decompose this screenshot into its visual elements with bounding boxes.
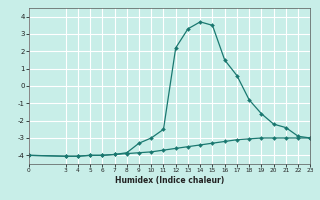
X-axis label: Humidex (Indice chaleur): Humidex (Indice chaleur) bbox=[115, 176, 224, 185]
